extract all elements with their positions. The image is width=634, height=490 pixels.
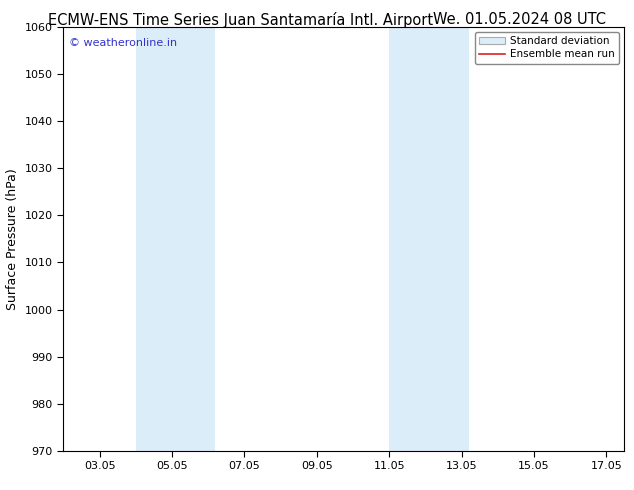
Bar bbox=[136, 27, 216, 451]
Bar bbox=[389, 27, 469, 451]
Text: © weatheronline.in: © weatheronline.in bbox=[69, 38, 177, 48]
Y-axis label: Surface Pressure (hPa): Surface Pressure (hPa) bbox=[6, 168, 19, 310]
Text: ECMW-ENS Time Series Juan Santamaría Intl. Airport: ECMW-ENS Time Series Juan Santamaría Int… bbox=[48, 12, 434, 28]
Text: We. 01.05.2024 08 UTC: We. 01.05.2024 08 UTC bbox=[434, 12, 606, 27]
Legend: Standard deviation, Ensemble mean run: Standard deviation, Ensemble mean run bbox=[475, 32, 619, 64]
